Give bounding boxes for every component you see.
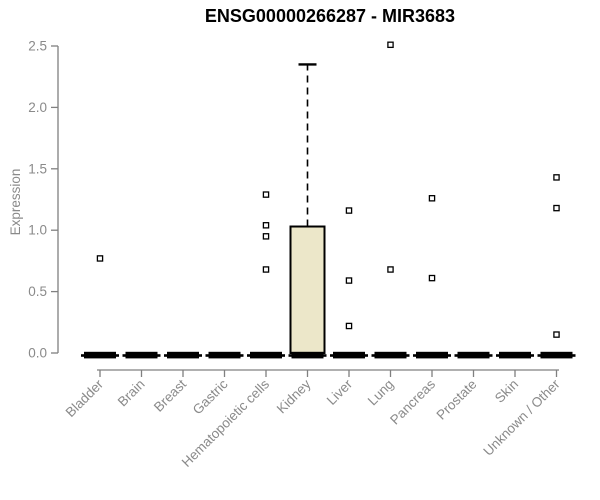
x-category-label: Bladder (63, 376, 107, 420)
outlier-point (262, 266, 270, 273)
zero-median-bar (457, 351, 490, 359)
y-tick-label: 1.0 (28, 223, 47, 238)
x-category-label: Kidney (274, 376, 314, 416)
y-tick-label: 0.0 (28, 346, 47, 361)
x-category-label: Skin (492, 377, 521, 406)
y-tick-label: 0.5 (28, 284, 47, 299)
x-category-label: Lung (365, 377, 397, 409)
x-category-label: Prostate (433, 377, 479, 423)
outlier-point (345, 277, 353, 284)
outlier-point (428, 195, 436, 202)
zero-median-bar (499, 351, 531, 359)
outlier-point (345, 207, 353, 214)
x-category-label: Gastric (190, 376, 231, 417)
zero-median-bar (167, 351, 199, 359)
chart-title: ENSG00000266287 - MIR3683 (204, 6, 456, 26)
zero-median-bar (540, 351, 573, 359)
outlier-point (553, 331, 560, 338)
zero-median-bar (291, 351, 324, 359)
y-tick-label: 1.5 (28, 161, 47, 176)
zero-median-bar (416, 351, 448, 359)
x-category-label: Brain (115, 377, 148, 410)
y-tick-label: 2.0 (28, 100, 47, 115)
zero-median-bar (208, 351, 241, 359)
zero-median-bar (250, 351, 282, 359)
outlier-point (553, 204, 560, 212)
outlier-point (262, 191, 270, 198)
x-category-label: Pancreas (387, 376, 438, 427)
outlier-point (96, 255, 104, 262)
x-category-label: Liver (324, 376, 356, 408)
outlier-point (387, 41, 394, 49)
zero-median-bar (333, 351, 365, 359)
x-category-label: Unknown / Other (480, 376, 563, 459)
zero-median-bar (374, 351, 407, 359)
zero-median-bar (125, 351, 158, 359)
x-category-label: Breast (151, 376, 189, 414)
outlier-point (262, 222, 270, 229)
outlier-point (387, 266, 394, 273)
box-rect (289, 225, 326, 355)
outlier-point (428, 274, 436, 282)
outlier-point (345, 322, 353, 330)
outlier-point (553, 174, 560, 181)
outlier-point (262, 233, 270, 240)
y-tick-label: 2.5 (28, 39, 47, 54)
zero-median-bar (84, 351, 116, 359)
